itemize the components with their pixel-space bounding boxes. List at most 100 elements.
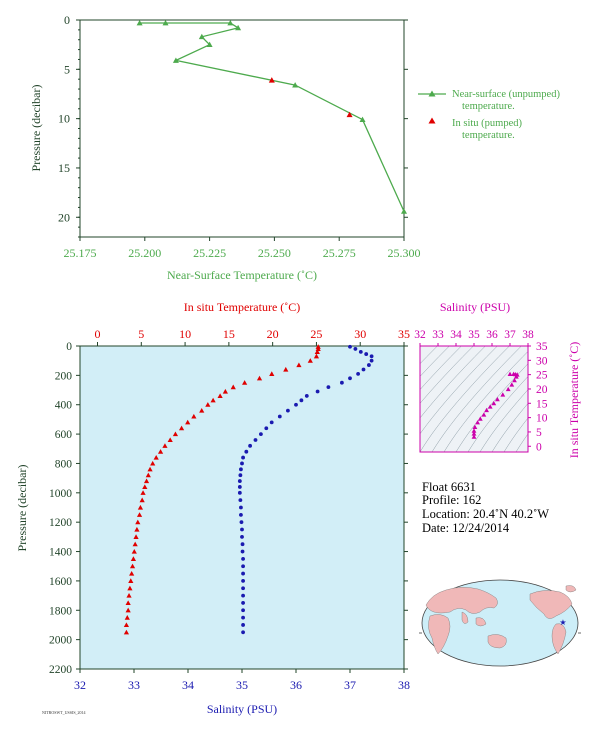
profile-data-marks — [123, 344, 374, 635]
profile-chart: 0 5 10 15 20 25 30 35 32 33 34 35 36 37 38 0 200 400 600 80… — [15, 300, 410, 716]
density-contour — [431, 346, 522, 452]
temperature-point — [142, 484, 148, 490]
temperature-point — [199, 408, 205, 413]
top-y-tick-label: 5 — [64, 62, 70, 76]
temperature-point — [150, 460, 156, 466]
ts-point — [471, 428, 477, 433]
ts-data-marks — [471, 371, 520, 439]
ts-point — [475, 420, 480, 425]
ts-diagram: 32 33 34 35 36 37 38 0 5 10 15 20 25 30 35 Salinity (P… — [414, 300, 581, 459]
temperature-point — [153, 454, 159, 460]
ts-density-contours — [420, 346, 528, 452]
salinity-point — [348, 376, 352, 381]
salinity-point — [237, 485, 242, 489]
near-surface-point — [198, 33, 205, 40]
profile-y-tick-label: 2000 — [49, 635, 72, 647]
profile-y-tick-label: 1000 — [49, 488, 72, 500]
salinity-point — [240, 534, 244, 539]
ts-point — [491, 400, 497, 406]
world-map: ★ — [419, 579, 581, 667]
top-y-axis-label: Pressure (decibar) — [29, 85, 43, 172]
temperature-point — [125, 607, 131, 613]
profile-y-tick-label: 1400 — [49, 547, 72, 559]
salinity-point — [369, 354, 374, 359]
near-surface-point — [292, 82, 299, 88]
float-location-marker: ★ — [559, 618, 566, 627]
ts-axis-ticks: 32 33 34 35 36 37 38 0 5 10 15 20 25 30 35 — [414, 329, 548, 453]
ts-point — [471, 434, 477, 439]
ts-y-axis-label: In situ Temperature (˚C) — [567, 342, 581, 459]
top-x-tick-label: 25.275 — [323, 246, 356, 260]
salinity-point — [367, 363, 371, 367]
profile-bottom-tick-label: 32 — [74, 678, 86, 692]
salinity-point — [239, 467, 243, 472]
ts-point — [481, 412, 487, 417]
top-x-tick-label: 25.200 — [128, 246, 161, 260]
ts-x-tick-label: 32 — [414, 329, 426, 341]
temperature-point — [147, 466, 153, 472]
density-contour — [467, 376, 528, 452]
density-contour — [443, 351, 528, 452]
profile-y-tick-label: 1600 — [49, 576, 72, 588]
ts-y-tick-label: 15 — [536, 398, 548, 410]
density-contour — [420, 346, 486, 419]
near-surface-point — [162, 19, 169, 26]
profile-bottom-x-axis-label: Salinity (PSU) — [207, 702, 277, 716]
temperature-point — [133, 534, 139, 539]
top-x-tick-label: 25.250 — [258, 246, 291, 260]
profile-bottom-tick-label: 34 — [182, 678, 194, 692]
ts-point — [505, 386, 511, 392]
salinity-point — [369, 358, 374, 363]
salinity-point — [241, 579, 245, 583]
salinity-point — [241, 455, 245, 460]
profile-bottom-tick-label: 36 — [290, 678, 302, 692]
legend-label-in-situ-line2: temperature. — [462, 130, 515, 141]
temperature-point — [126, 592, 132, 598]
ts-point — [484, 407, 489, 413]
salinity-point — [348, 344, 352, 349]
ts-y-tick-label: 30 — [536, 355, 548, 367]
top-x-tick-label: 25.300 — [388, 246, 421, 260]
profile-axis-ticks: 0 5 10 15 20 25 30 35 32 33 34 35 36 37 38 0 200 400 600 80… — [49, 327, 410, 692]
salinity-point — [299, 398, 304, 403]
top-x-tick-label: 25.175 — [64, 246, 97, 260]
ts-y-tick-label: 5 — [536, 427, 542, 439]
density-contour — [515, 433, 528, 452]
profile-y-tick-label: 1200 — [49, 517, 72, 529]
near-surface-point — [206, 41, 213, 48]
temperature-point — [143, 478, 150, 484]
salinity-point — [241, 623, 245, 627]
top-legend: Near-surface (unpumped) temperature. In … — [418, 89, 560, 141]
temperature-point — [178, 425, 185, 431]
temperature-point — [256, 375, 263, 381]
salinity-point — [240, 527, 244, 532]
temperature-point — [129, 570, 135, 576]
salinity-point — [239, 520, 244, 525]
ts-point — [509, 382, 515, 387]
salinity-point — [358, 349, 363, 354]
profile-y-tick-label: 600 — [55, 429, 73, 441]
salinity-point — [364, 352, 369, 356]
top-y-tick-label: 0 — [64, 13, 70, 27]
top-plot-frame — [79, 19, 405, 238]
ts-y-tick-label: 35 — [536, 341, 548, 353]
top-x-axis-label: Near-Surface Temperature (˚C) — [167, 268, 317, 282]
temperature-point — [127, 585, 133, 591]
salinity-point — [241, 556, 245, 561]
temperature-point — [191, 413, 197, 419]
density-contour — [491, 403, 528, 452]
profile-top-tick-label: 30 — [354, 327, 366, 341]
legend-label-near-surface-line2: temperature. — [462, 101, 515, 112]
float-info: Float 6631 Profile: 162 Location: 20.4˚N… — [422, 480, 549, 535]
salinity-point — [264, 426, 269, 431]
profile-top-tick-label: 15 — [223, 327, 235, 341]
near-surface-point — [172, 57, 179, 63]
profile-top-tick-label: 10 — [179, 327, 191, 341]
profile-y-axis-label: Pressure (decibar) — [15, 465, 29, 552]
temperature-point — [222, 388, 228, 394]
salinity-point — [241, 630, 245, 635]
temperature-point — [242, 380, 248, 385]
profile-y-tick-label: 1800 — [49, 605, 72, 617]
profile-y-tick-label: 800 — [55, 458, 73, 470]
